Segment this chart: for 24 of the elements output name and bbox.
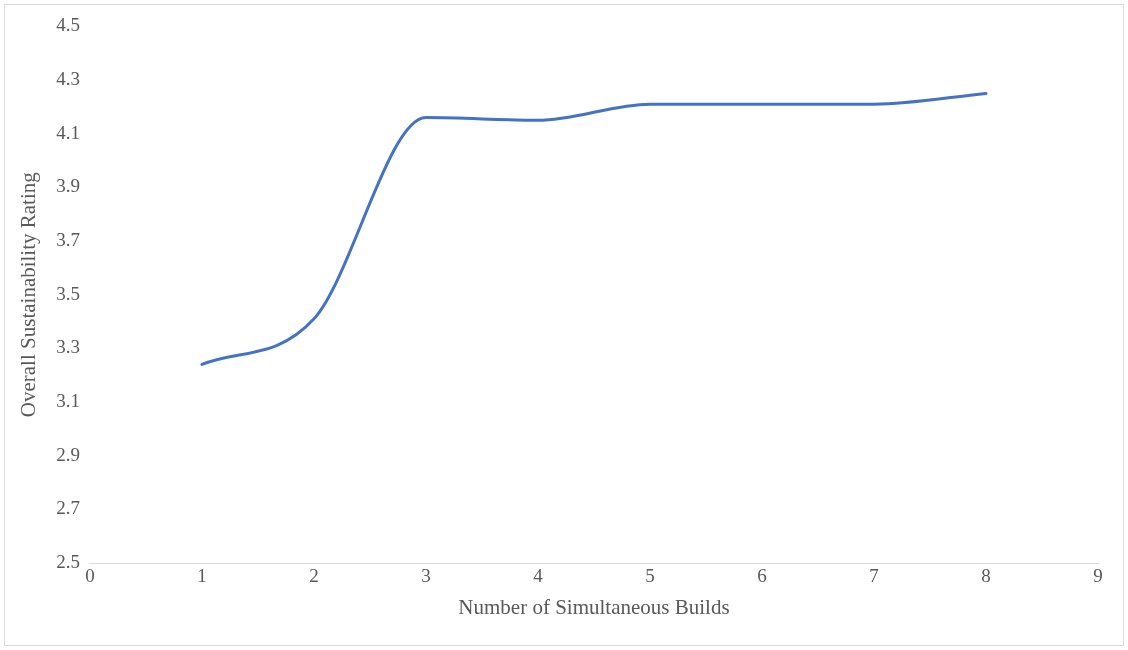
- x-tick-label: 4: [533, 565, 544, 587]
- x-tick-label: 8: [981, 565, 991, 587]
- y-tick-label: 2.7: [56, 497, 80, 519]
- y-tick-label: 2.5: [56, 550, 80, 572]
- y-axis-title: Overall Sustainability Rating: [16, 171, 41, 418]
- x-tick-label: 7: [869, 565, 879, 587]
- y-tick-label: 3.5: [56, 282, 80, 304]
- x-tick-label: 2: [309, 565, 319, 587]
- y-tick-label: 3.7: [56, 229, 80, 251]
- y-tick-label: 2.9: [56, 443, 80, 465]
- x-tick-label: 3: [421, 565, 431, 587]
- line-series: [200, 91, 988, 366]
- y-tick-label: 3.1: [56, 390, 80, 411]
- x-tick-label: 5: [645, 565, 655, 587]
- y-tick-label: 4.5: [56, 14, 80, 36]
- x-tick-label: 0: [85, 565, 95, 587]
- x-tick-label: 1: [197, 565, 207, 587]
- y-tick-label: 3.3: [56, 336, 80, 358]
- x-axis-title: Number of Simultaneous Builds: [458, 594, 730, 619]
- y-tick-label: 4.3: [56, 68, 80, 90]
- x-tick-label: 9: [1093, 565, 1103, 587]
- y-tick-label: 3.9: [56, 175, 80, 197]
- x-tick-label: 6: [757, 565, 767, 587]
- y-tick-label: 4.1: [56, 121, 80, 143]
